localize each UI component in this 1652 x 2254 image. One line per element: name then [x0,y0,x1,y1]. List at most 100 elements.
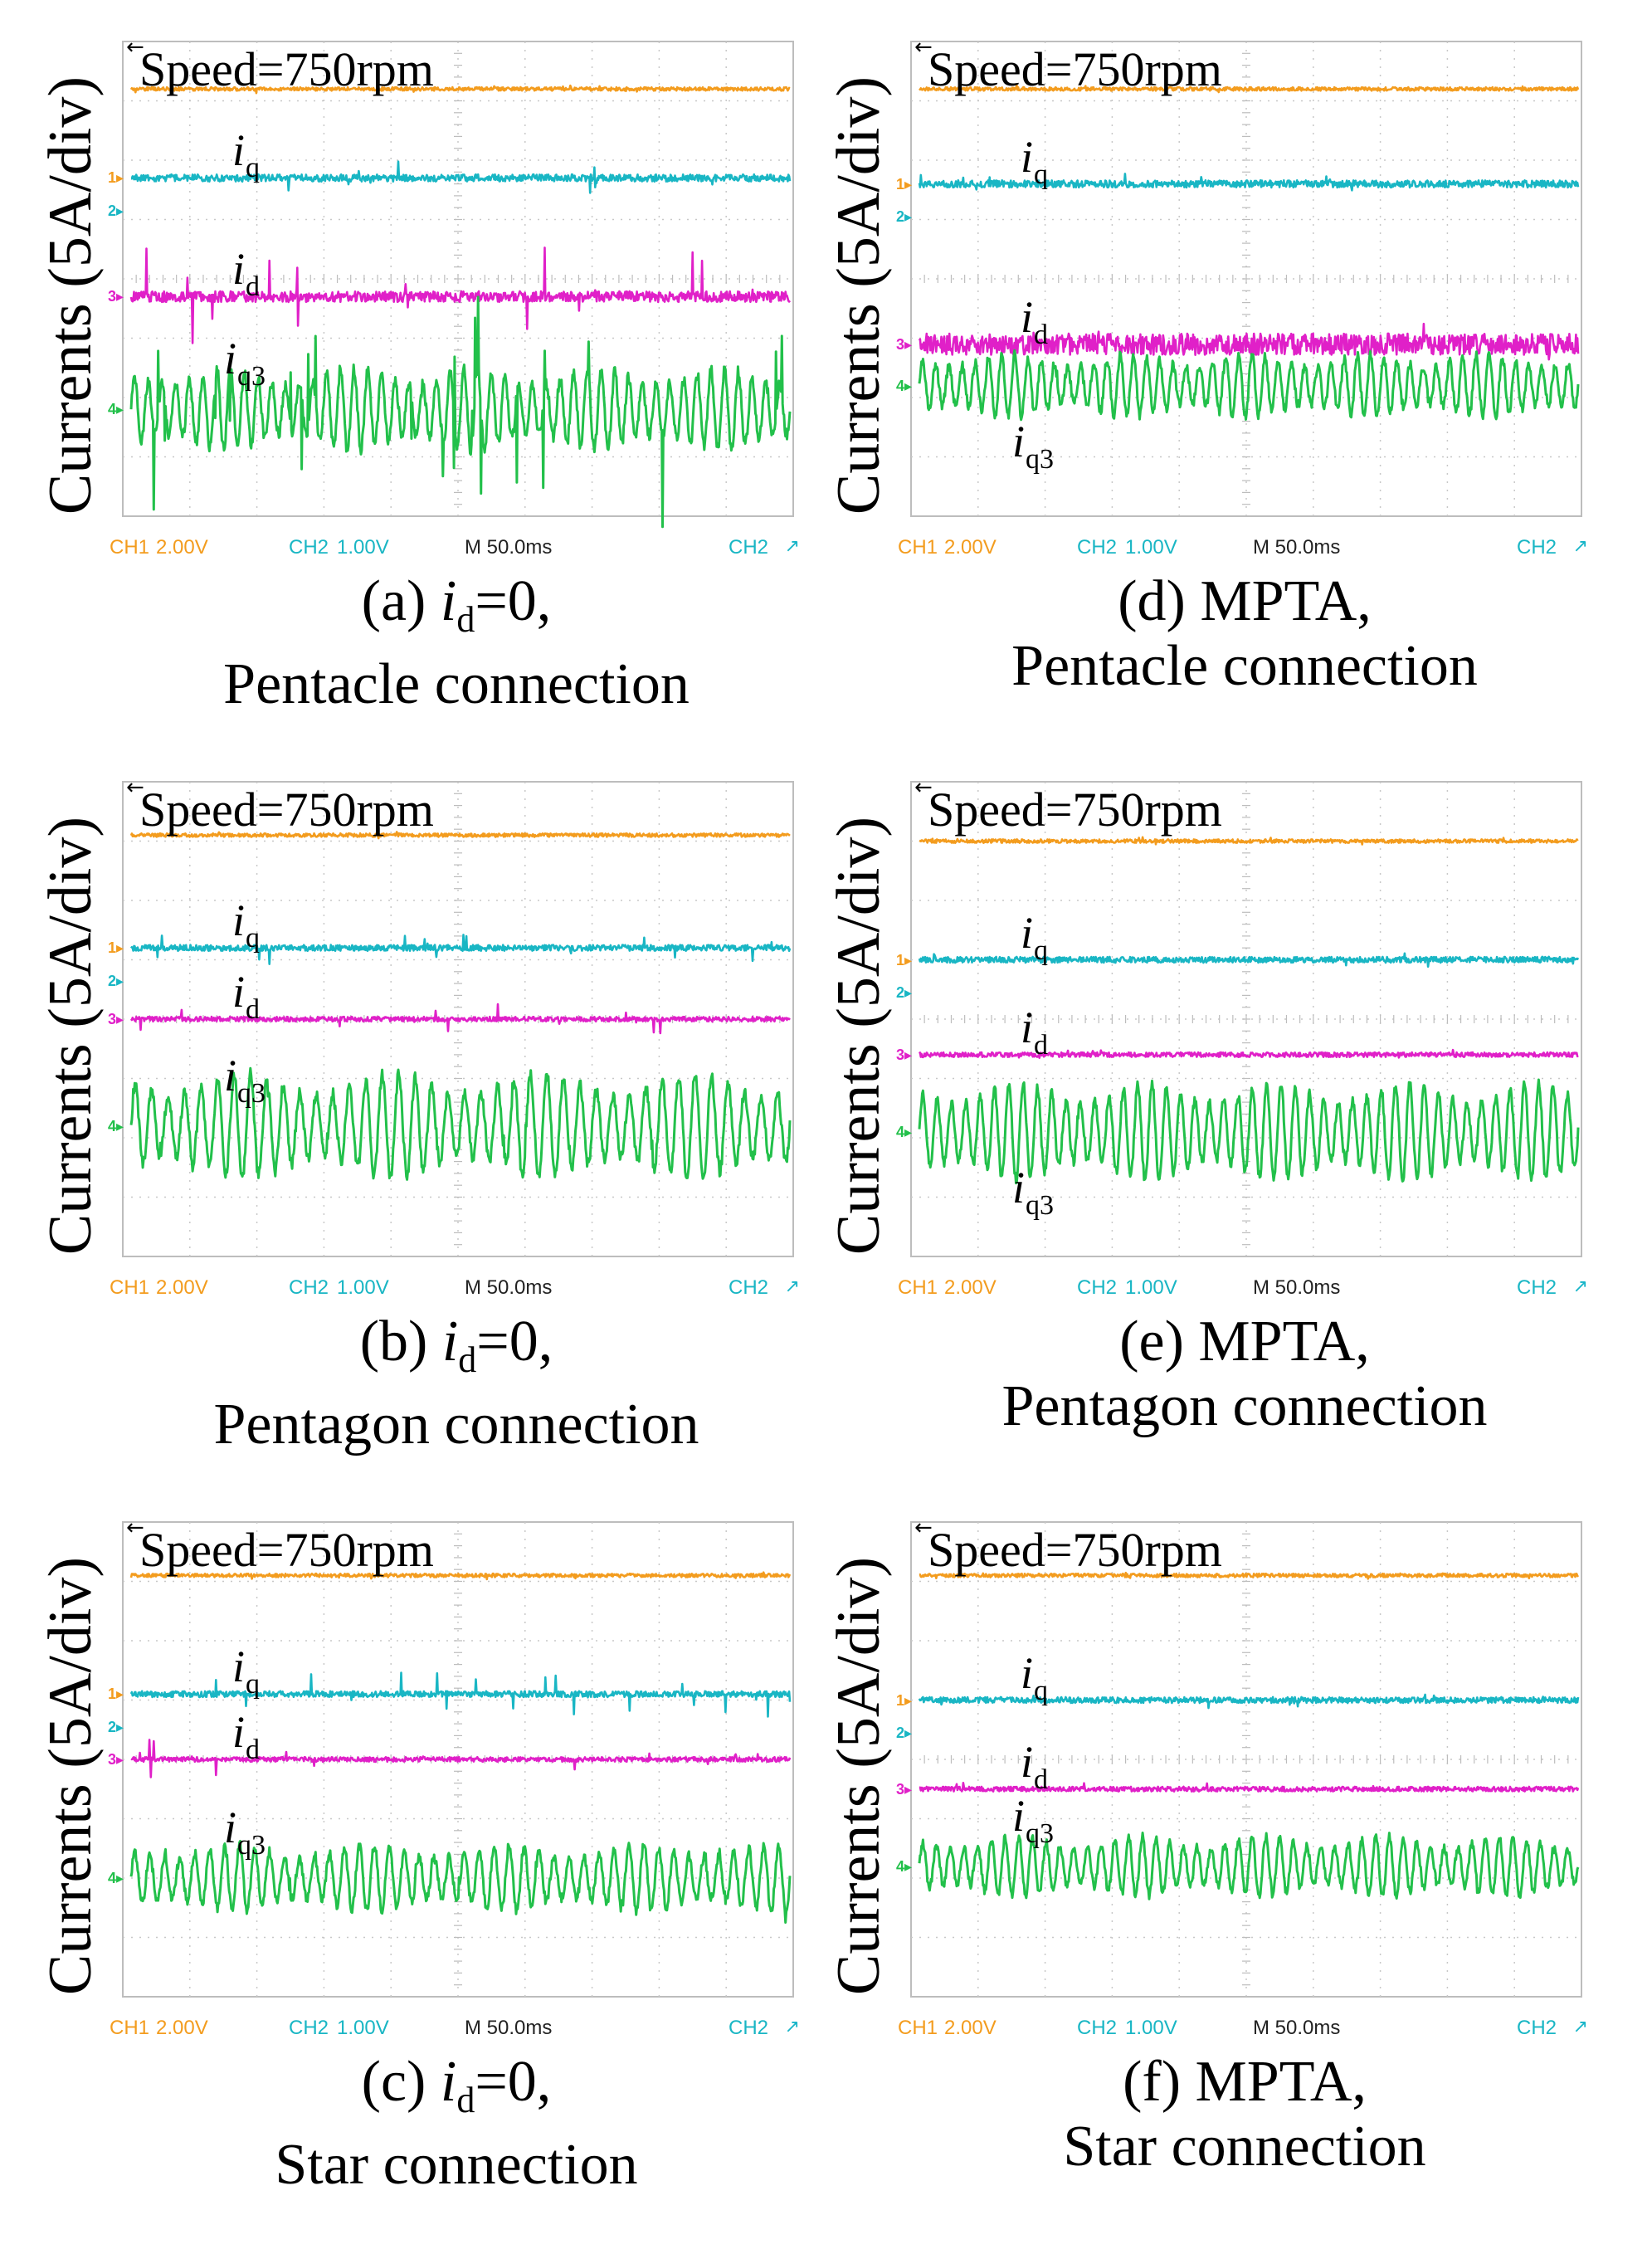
trace-label-subscript: d [246,994,261,1025]
caption-suffix: =0, [476,1310,553,1373]
footer-timebase: M 50.0ms [1253,1276,1341,1299]
trace-label-iq: iq [232,1641,260,1700]
footer-trigger-channel: CH2 [1517,1276,1557,1299]
trace-id [918,322,1580,361]
footer-ch1: CH1 [898,536,938,559]
trace-label-id: id [232,1706,260,1766]
scope-panel-e: 1▸ 2▸ 3▸ 4▸ ← Speed=750rpm iq id iq3 CH1 2.00V CH2 1… [896,772,1593,1300]
trace-iq [130,160,792,194]
trace-label-iq3: iq3 [224,1802,266,1861]
trace-label-subscript: q3 [237,1830,266,1861]
speed-label: Speed=750rpm [139,42,434,96]
footer-timebase: M 50.0ms [465,2017,553,2039]
trace-label-base: i [1012,1790,1026,1841]
footer-ch2-scale: 1.00V [1125,2017,1177,2039]
trigger-edge-icon: ↗ [1572,2017,1588,2037]
speed-label: Speed=750rpm [928,42,1222,96]
panel-caption-a: (a) id=0, Pentacle connection [83,569,830,717]
caption-suffix: =0, [475,2050,552,2114]
trace-label-base: i [1021,907,1034,958]
channel-marker: 1▸ [108,939,124,957]
scope-footer: CH1 2.00V CH2 1.00V M 50.0ms CH2 ↗ [896,2017,1593,2039]
trace-iq3 [129,295,792,529]
panel-caption-d: (d) MPTA, Pentacle connection [871,569,1618,699]
caption-italic: i [440,569,457,633]
trace-speed [129,84,791,95]
scope-panel-a: 1▸ 2▸ 3▸ 4▸ ← Speed=750rpm iq id iq3 CH1 2.00V CH2 1… [108,32,805,559]
trace-label-base: i [232,125,246,176]
channel-marker: 1▸ [896,951,913,968]
footer-trigger-channel: CH2 [1517,2017,1557,2039]
trigger-position-icon: ← [126,1515,144,1540]
footer-ch2: CH2 [289,536,329,559]
trace-label-iq: iq [1021,907,1048,967]
oscilloscope-plot [910,1521,1582,1998]
trace-iq3 [918,1078,1580,1185]
trace-label-subscript: q3 [237,361,266,393]
trace-iq3 [129,1840,792,1924]
trace-label-subscript: q3 [1026,1189,1055,1221]
trace-label-base: i [232,895,246,946]
scope-panel-c: 1▸ 2▸ 3▸ 4▸ ← Speed=750rpm iq id iq3 CH1 2.00V CH2 1… [108,1512,805,2040]
trace-label-iq3: iq3 [1012,416,1054,476]
caption-line-2: Pentagon connection [213,1393,699,1456]
trigger-edge-icon: ↗ [784,1276,800,1297]
trace-label-subscript: q3 [237,1077,266,1109]
speed-label: Speed=750rpm [139,1523,434,1577]
trace-label-iq3: iq3 [224,333,266,393]
trace-label-base: i [1021,291,1034,342]
footer-ch1-scale: 2.00V [944,536,997,559]
trace-label-iq: iq [1021,1647,1048,1707]
footer-ch2: CH2 [1077,2017,1118,2039]
trace-label-subscript: q3 [1026,443,1055,475]
trace-label-subscript: d [1034,319,1049,350]
trigger-position-icon: ← [126,35,144,60]
channel-marker: 2▸ [108,202,124,219]
y-axis-label: Currents (5A/div) [825,1556,893,1996]
trace-label-id: id [232,966,260,1026]
footer-ch2-scale: 1.00V [337,536,389,559]
y-axis-label: Currents (5A/div) [37,816,105,1256]
scope-footer: CH1 2.00V CH2 1.00V M 50.0ms CH2 ↗ [108,536,805,559]
trace-label-subscript: d [1034,1764,1049,1795]
trace-label-subscript: q [1034,159,1049,190]
scope-panel-d: 1▸ 2▸ 3▸ 4▸ ← Speed=750rpm iq id iq3 CH1 2.00V CH2 1… [896,32,1593,559]
trace-iq [129,1671,792,1718]
channel-marker: 4▸ [108,401,124,418]
channel-marker: 3▸ [896,1046,913,1063]
trace-label-base: i [1012,416,1026,466]
trace-label-subscript: q [1034,934,1049,966]
trace-id [129,1003,791,1035]
scope-footer: CH1 2.00V CH2 1.00V M 50.0ms CH2 ↗ [108,2017,805,2039]
caption-line-1: (a) id=0, [83,569,830,652]
footer-ch2-scale: 1.00V [337,1276,389,1299]
channel-marker: 3▸ [108,288,124,305]
channel-marker: 4▸ [896,1857,913,1875]
trace-label-id: id [1021,1002,1048,1061]
panel-caption-b: (b) id=0, Pentagon connection [83,1310,830,1457]
trace-iq3 [918,349,1580,422]
trigger-edge-icon: ↗ [784,536,800,557]
oscilloscope-plot [122,781,794,1257]
trace-label-iq: iq [232,124,260,184]
trace-iq3 [129,1066,792,1181]
caption-line-2: Star connection [1063,2115,1426,2178]
caption-prefix: (b) [359,1310,442,1373]
footer-ch1-scale: 2.00V [944,2017,997,2039]
footer-timebase: M 50.0ms [465,536,553,559]
trace-label-base: i [224,334,237,384]
caption-line-1: (c) id=0, [83,2050,830,2133]
caption-line-1: (d) MPTA, [871,569,1618,634]
oscilloscope-plot [910,781,1582,1257]
caption-suffix: =0, [475,569,552,633]
channel-marker: 1▸ [108,1686,124,1703]
channel-marker: 2▸ [108,1718,124,1735]
caption-line-2: Pentacle connection [223,652,690,716]
y-axis-label: Currents (5A/div) [37,76,105,515]
y-axis-label: Currents (5A/div) [37,1556,105,1996]
scope-footer: CH1 2.00V CH2 1.00V M 50.0ms CH2 ↗ [896,536,1593,559]
panel-caption-e: (e) MPTA, Pentagon connection [871,1310,1618,1439]
trace-label-id: id [232,243,260,303]
caption-line-2: Pentacle connection [1011,634,1478,698]
oscilloscope-plot [122,1521,794,1998]
